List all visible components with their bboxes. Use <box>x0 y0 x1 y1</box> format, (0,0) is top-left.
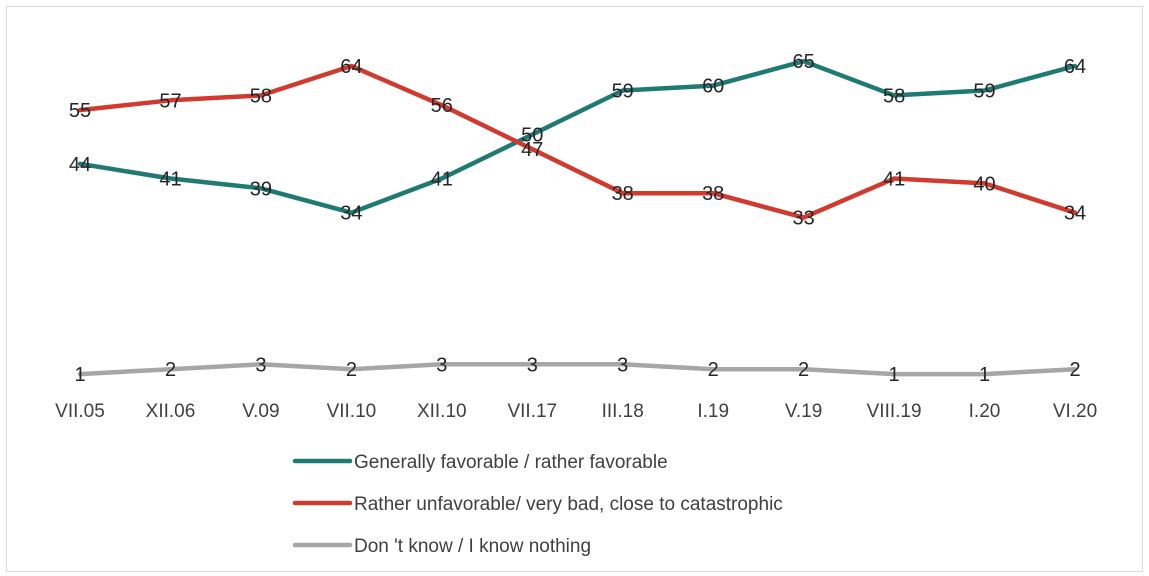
data-label-s1-v-09: 39 <box>250 178 272 200</box>
data-label-s3-iii-18: 3 <box>617 354 628 376</box>
legend-label-1: Generally favorable / rather favorable <box>354 452 668 473</box>
data-label-s1-v-19: 65 <box>792 51 814 73</box>
data-label-s1-i-19: 60 <box>702 76 724 98</box>
data-label-s1-vii-05: 44 <box>69 154 91 176</box>
data-label-s2-xii-06: 57 <box>159 90 181 112</box>
data-label-s3-vii-17: 3 <box>527 354 538 376</box>
x-axis-ticks: VII.05 XII.06 V.09 VII.10 XII.10 VII.17 III.18… <box>55 401 1097 422</box>
legend-label-3: Don 't know / I know nothing <box>354 536 591 557</box>
data-label-s3-viii-19: 1 <box>889 364 900 386</box>
data-label-s3-vi-20: 2 <box>1069 359 1080 381</box>
data-label-s2-vii-05: 55 <box>69 100 91 122</box>
series-line-2 <box>77 63 1078 220</box>
data-label-s2-v-19: 33 <box>792 208 814 230</box>
data-label-s2-v-09: 58 <box>250 85 272 107</box>
data-label-s1-viii-19: 58 <box>883 85 905 107</box>
x-tick-xii-10: XII.10 <box>417 401 467 422</box>
data-label-s2-i-20: 40 <box>973 173 995 195</box>
x-tick-i-19: I.19 <box>697 401 729 422</box>
x-tick-v-09: V.09 <box>242 401 279 422</box>
data-label-s1-vii-10: 34 <box>340 203 362 225</box>
data-label-s3-i-20: 1 <box>979 364 990 386</box>
series-lines <box>77 58 1078 377</box>
legend-label-2: Rather unfavorable/ very bad, close to c… <box>354 494 783 515</box>
legend: Generally favorable / rather favorable Ra… <box>292 452 783 557</box>
x-tick-vii-05: VII.05 <box>55 401 105 422</box>
x-tick-v-19: V.19 <box>785 401 822 422</box>
x-tick-viii-19: VIII.19 <box>867 401 922 422</box>
series-line-1 <box>77 58 1078 215</box>
series-line-3 <box>77 362 1078 377</box>
data-label-s1-xii-06: 41 <box>159 169 181 191</box>
data-label-s3-xii-10: 3 <box>436 354 447 376</box>
data-label-s2-i-19: 38 <box>702 183 724 205</box>
x-tick-xii-06: XII.06 <box>146 401 196 422</box>
data-label-s1-i-20: 59 <box>973 81 995 103</box>
x-tick-iii-18: III.18 <box>602 401 644 422</box>
data-label-s1-vii-17: 50 <box>521 125 543 147</box>
data-label-s3-vii-10: 2 <box>346 359 357 381</box>
x-tick-vii-17: VII.17 <box>507 401 557 422</box>
data-label-s1-xii-10: 41 <box>431 169 453 191</box>
data-label-s2-vi-20: 34 <box>1064 203 1086 225</box>
data-label-s2-vii-10: 64 <box>340 56 362 78</box>
data-label-s3-v-19: 2 <box>798 359 809 381</box>
data-label-s3-vii-05: 1 <box>74 364 85 386</box>
data-labels: 44 41 39 34 41 50 59 60 65 58 59 64 55 57 58 64 56 47 38 38… <box>69 51 1086 386</box>
data-label-s3-i-19: 2 <box>708 359 719 381</box>
data-label-s1-iii-18: 59 <box>612 81 634 103</box>
data-label-s3-xii-06: 2 <box>165 359 176 381</box>
x-tick-vii-10: VII.10 <box>327 401 377 422</box>
data-label-s3-v-09: 3 <box>255 354 266 376</box>
data-label-s2-viii-19: 41 <box>883 169 905 191</box>
data-label-s2-vii-17: 47 <box>521 139 543 161</box>
x-tick-i-20: I.20 <box>969 401 1001 422</box>
x-tick-vi-20: VI.20 <box>1053 401 1097 422</box>
data-label-s2-xii-10: 56 <box>431 95 453 117</box>
data-label-s1-vi-20: 64 <box>1064 56 1086 78</box>
data-label-s2-iii-18: 38 <box>612 183 634 205</box>
